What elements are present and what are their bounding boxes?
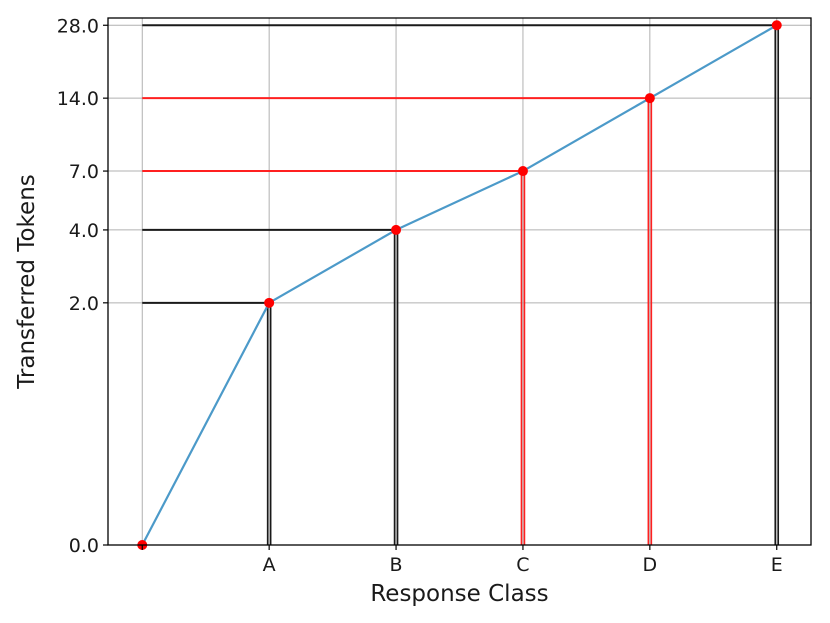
- y-tick-label-0: 0.0: [69, 535, 99, 557]
- y-tick-label-1: 2.0: [69, 293, 99, 315]
- x-tick-label-1: A: [263, 554, 276, 576]
- ticks: A B C D E 0.0 2.0 4.0 7.0 14.0 28.0: [57, 15, 783, 576]
- data-point-2: [391, 224, 402, 235]
- x-tick-label-5: E: [771, 554, 783, 576]
- y-tick-label-3: 7.0: [69, 161, 99, 183]
- x-axis-label: Response Class: [370, 581, 548, 607]
- y-tick-label-4: 14.0: [57, 88, 99, 110]
- y-tick-label-2: 4.0: [69, 220, 99, 242]
- guide-lines: [142, 24, 780, 545]
- x-tick-label-3: C: [516, 554, 529, 576]
- data-point-1: [264, 297, 275, 308]
- x-tick-label-4: D: [643, 554, 658, 576]
- y-axis-label: Transferred Tokens: [14, 174, 40, 390]
- x-tick-label-2: B: [390, 554, 403, 576]
- series: [141, 24, 778, 546]
- data-point-5: [771, 20, 782, 31]
- series-line: [141, 24, 778, 546]
- y-tick-label-5: 28.0: [57, 15, 99, 37]
- plot-frame: [107, 17, 812, 546]
- data-point-4: [644, 93, 655, 104]
- data-point-3: [517, 166, 528, 177]
- data-points: [137, 20, 782, 550]
